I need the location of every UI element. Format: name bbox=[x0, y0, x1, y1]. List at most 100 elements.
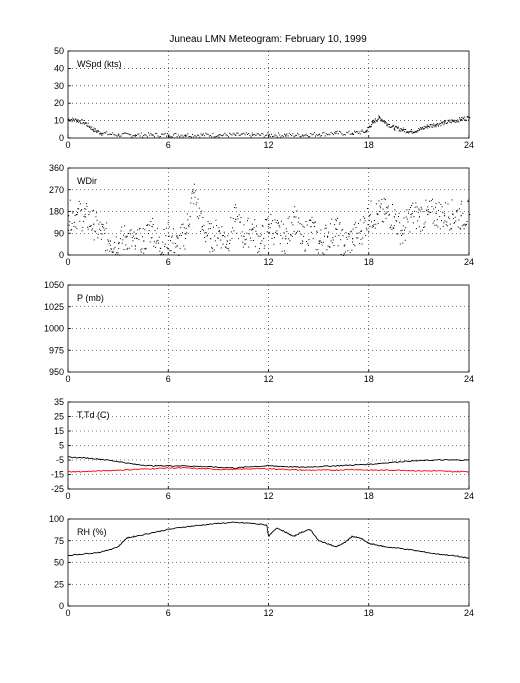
scatter-dot bbox=[255, 230, 257, 232]
y-tick-label: 25 bbox=[54, 579, 64, 589]
scatter-dot bbox=[106, 249, 108, 251]
scatter-dot bbox=[418, 208, 420, 210]
scatter-dot bbox=[467, 200, 469, 202]
scatter-dot bbox=[155, 246, 157, 248]
data-point bbox=[352, 238, 354, 240]
scatter-dot bbox=[246, 232, 248, 234]
scatter-dot bbox=[444, 120, 446, 122]
scatter-dot bbox=[119, 238, 121, 240]
scatter-dot bbox=[74, 118, 76, 120]
scatter-dot bbox=[314, 221, 316, 223]
scatter-dot bbox=[433, 126, 435, 128]
scatter-dot bbox=[264, 219, 266, 220]
scatter-dot bbox=[407, 131, 409, 133]
y-tick-label: -5 bbox=[56, 455, 64, 465]
scatter-dot bbox=[374, 227, 376, 229]
scatter-dot bbox=[319, 240, 321, 242]
scatter-dot bbox=[107, 239, 109, 241]
scatter-dot bbox=[430, 211, 432, 213]
scatter-dot bbox=[390, 226, 392, 228]
scatter-dot bbox=[400, 130, 402, 132]
scatter-dot bbox=[442, 225, 444, 227]
scatter-dot bbox=[449, 229, 451, 231]
scatter-dot bbox=[107, 134, 109, 136]
scatter-dot bbox=[212, 132, 214, 134]
data-point bbox=[402, 233, 404, 235]
scatter-dot bbox=[220, 247, 222, 249]
scatter-dot bbox=[418, 226, 420, 228]
scatter-dot bbox=[90, 225, 92, 227]
scatter-dot bbox=[108, 243, 110, 245]
scatter-dot bbox=[70, 229, 72, 231]
scatter-dot bbox=[375, 223, 377, 225]
scatter-dot bbox=[418, 128, 420, 129]
scatter-dot bbox=[174, 133, 176, 135]
y-tick-label: 50 bbox=[54, 558, 64, 568]
data-point bbox=[427, 213, 429, 216]
data-point bbox=[443, 122, 446, 124]
scatter-dot bbox=[441, 123, 443, 125]
scatter-dot bbox=[182, 223, 184, 225]
x-tick-label: 24 bbox=[464, 257, 474, 267]
scatter-dot bbox=[233, 230, 235, 232]
scatter-dot bbox=[347, 250, 349, 252]
scatter-dot bbox=[86, 124, 88, 126]
scatter-dot bbox=[322, 132, 324, 134]
scatter-dot bbox=[306, 224, 308, 226]
scatter-dot bbox=[434, 224, 436, 226]
scatter-dot bbox=[323, 131, 325, 133]
scatter-dot bbox=[150, 221, 152, 222]
scatter-dot bbox=[328, 133, 330, 135]
scatter-dot bbox=[200, 212, 202, 214]
scatter-dot bbox=[307, 136, 309, 138]
data-point bbox=[268, 134, 270, 136]
data-point bbox=[93, 223, 95, 225]
scatter-dot bbox=[156, 227, 158, 229]
scatter-dot bbox=[227, 248, 229, 250]
scatter-dot bbox=[94, 230, 96, 232]
scatter-dot bbox=[251, 223, 253, 225]
scatter-dot bbox=[263, 136, 265, 138]
scatter-dot bbox=[153, 241, 155, 243]
scatter-dot bbox=[94, 130, 96, 132]
scatter-dot bbox=[378, 200, 380, 202]
scatter-dot bbox=[301, 242, 303, 244]
scatter-dot bbox=[185, 227, 187, 229]
scatter-dot bbox=[362, 237, 364, 239]
scatter-dot bbox=[450, 228, 452, 230]
scatter-dot bbox=[263, 238, 265, 240]
scatter-dot bbox=[116, 254, 118, 256]
scatter-dot bbox=[229, 239, 231, 241]
scatter-dot bbox=[463, 228, 465, 230]
data-point bbox=[101, 233, 103, 235]
scatter-dot bbox=[79, 122, 81, 124]
scatter-dot bbox=[279, 243, 281, 245]
scatter-dot bbox=[146, 224, 148, 226]
data-point bbox=[335, 228, 337, 230]
scatter-dot bbox=[318, 252, 319, 254]
scatter-dot bbox=[439, 123, 441, 124]
scatter-dot bbox=[335, 219, 337, 221]
scatter-dot bbox=[429, 126, 430, 128]
scatter-dot bbox=[400, 230, 402, 232]
data-point bbox=[435, 212, 437, 214]
scatter-dot bbox=[334, 224, 336, 225]
scatter-dot bbox=[429, 212, 431, 214]
scatter-dot bbox=[109, 133, 111, 135]
scatter-dot bbox=[285, 135, 287, 137]
y-tick-label: 35 bbox=[54, 397, 64, 407]
scatter-dot bbox=[298, 134, 300, 136]
data-point bbox=[76, 119, 78, 121]
scatter-dot bbox=[257, 252, 259, 254]
scatter-dot bbox=[323, 253, 325, 255]
scatter-dot bbox=[446, 122, 448, 124]
scatter-dot bbox=[415, 202, 417, 204]
scatter-dot bbox=[320, 229, 322, 231]
scatter-dot bbox=[275, 222, 277, 224]
scatter-dot bbox=[96, 130, 98, 132]
scatter-dot bbox=[145, 248, 146, 250]
scatter-dot bbox=[160, 254, 162, 256]
scatter-dot bbox=[82, 122, 84, 123]
scatter-dot bbox=[432, 124, 434, 126]
scatter-dot bbox=[226, 247, 228, 249]
